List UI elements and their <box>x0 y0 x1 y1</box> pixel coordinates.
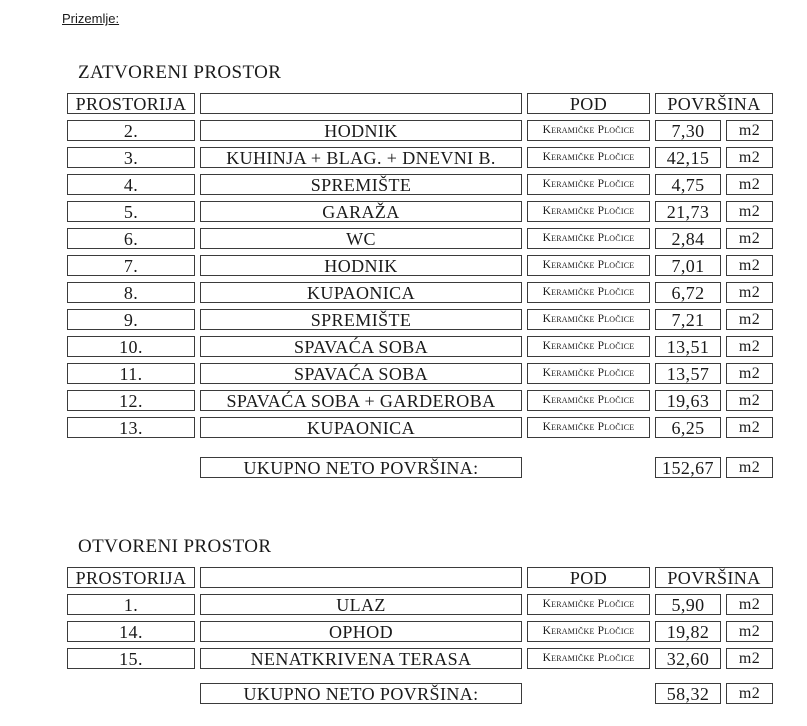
room-number-cell: 8. <box>67 282 195 303</box>
room-name-cell: SPAVAĆA SOBA <box>200 363 522 384</box>
room-number-cell: 9. <box>67 309 195 330</box>
area-unit-cell: m2 <box>726 201 773 222</box>
area-value-cell: 13,57 <box>655 363 721 384</box>
room-number-cell: 6. <box>67 228 195 249</box>
floor-type-cell: Keramičke Pločice <box>527 594 650 615</box>
area-unit-cell: m2 <box>726 228 773 249</box>
table-otvoreni-prostor: PROSTORIJA POD POVRŠINA 1. ULAZ Keramičke Plo… <box>67 567 773 669</box>
header-cell-prostorija: PROSTORIJA <box>67 93 195 114</box>
header-cell-name <box>200 93 522 114</box>
room-name-cell: SPAVAĆA SOBA <box>200 336 522 357</box>
total-row-otvoreni-prostor: UKUPNO NETO POVRŠINA: 58,32 m2 <box>67 683 773 704</box>
room-number-cell: 7. <box>67 255 195 276</box>
total-row-zatvoreni-prostor: UKUPNO NETO POVRŠINA: 152,67 m2 <box>67 457 773 478</box>
area-value-cell: 2,84 <box>655 228 721 249</box>
floor-type-cell: Keramičke Pločice <box>527 309 650 330</box>
floor-type-cell: Keramičke Pločice <box>527 390 650 411</box>
floor-type-cell: Keramičke Pločice <box>527 417 650 438</box>
floor-type-cell: Keramičke Pločice <box>527 228 650 249</box>
header-cell-povrsina: POVRŠINA <box>655 567 773 588</box>
room-name-cell: KUHINJA + BLAG. + DNEVNI B. <box>200 147 522 168</box>
header-cell-pod: POD <box>527 93 650 114</box>
total-unit-cell: m2 <box>726 683 773 704</box>
area-value-cell: 6,72 <box>655 282 721 303</box>
floor-type-cell: Keramičke Pločice <box>527 363 650 384</box>
room-number-cell: 5. <box>67 201 195 222</box>
page-title: Prizemlje: <box>62 11 120 26</box>
area-unit-cell: m2 <box>726 594 773 615</box>
floor-type-cell: Keramičke Pločice <box>527 282 650 303</box>
header-cell-pod: POD <box>527 567 650 588</box>
floor-type-cell: Keramičke Pločice <box>527 255 650 276</box>
area-value-cell: 4,75 <box>655 174 721 195</box>
area-unit-cell: m2 <box>726 174 773 195</box>
area-unit-cell: m2 <box>726 363 773 384</box>
total-value-cell: 152,67 <box>655 457 721 478</box>
floor-type-cell: Keramičke Pločice <box>527 648 650 669</box>
room-number-cell: 10. <box>67 336 195 357</box>
room-number-cell: 12. <box>67 390 195 411</box>
floor-type-cell: Keramičke Pločice <box>527 174 650 195</box>
room-number-cell: 1. <box>67 594 195 615</box>
room-name-cell: SPREMIŠTE <box>200 309 522 330</box>
area-value-cell: 13,51 <box>655 336 721 357</box>
room-name-cell: NENATKRIVENA TERASA <box>200 648 522 669</box>
header-cell-povrsina: POVRŠINA <box>655 93 773 114</box>
area-value-cell: 19,82 <box>655 621 721 642</box>
area-unit-cell: m2 <box>726 390 773 411</box>
header-cell-prostorija: PROSTORIJA <box>67 567 195 588</box>
area-unit-cell: m2 <box>726 336 773 357</box>
area-value-cell: 42,15 <box>655 147 721 168</box>
room-name-cell: KUPAONICA <box>200 417 522 438</box>
room-number-cell: 2. <box>67 120 195 141</box>
area-unit-cell: m2 <box>726 309 773 330</box>
room-number-cell: 15. <box>67 648 195 669</box>
room-number-cell: 4. <box>67 174 195 195</box>
area-unit-cell: m2 <box>726 621 773 642</box>
area-unit-cell: m2 <box>726 147 773 168</box>
room-name-cell: HODNIK <box>200 120 522 141</box>
room-name-cell: KUPAONICA <box>200 282 522 303</box>
table-zatvoreni-prostor: PROSTORIJA POD POVRŠINA 2. HODNIK Keramičke P… <box>67 93 773 438</box>
room-name-cell: HODNIK <box>200 255 522 276</box>
room-number-cell: 3. <box>67 147 195 168</box>
total-value-cell: 58,32 <box>655 683 721 704</box>
area-value-cell: 7,01 <box>655 255 721 276</box>
room-number-cell: 14. <box>67 621 195 642</box>
room-name-cell: OPHOD <box>200 621 522 642</box>
room-name-cell: SPAVAĆA SOBA + GARDEROBA <box>200 390 522 411</box>
room-name-cell: GARAŽA <box>200 201 522 222</box>
area-value-cell: 5,90 <box>655 594 721 615</box>
area-value-cell: 21,73 <box>655 201 721 222</box>
area-value-cell: 6,25 <box>655 417 721 438</box>
total-label-cell: UKUPNO NETO POVRŠINA: <box>200 457 522 478</box>
total-unit-cell: m2 <box>726 457 773 478</box>
floor-type-cell: Keramičke Pločice <box>527 336 650 357</box>
section-heading-zatvoreni-prostor: ZATVORENI PROSTOR <box>78 62 282 83</box>
area-unit-cell: m2 <box>726 417 773 438</box>
area-value-cell: 7,30 <box>655 120 721 141</box>
area-unit-cell: m2 <box>726 120 773 141</box>
floor-type-cell: Keramičke Pločice <box>527 621 650 642</box>
floor-type-cell: Keramičke Pločice <box>527 201 650 222</box>
room-name-cell: SPREMIŠTE <box>200 174 522 195</box>
room-name-cell: WC <box>200 228 522 249</box>
area-value-cell: 32,60 <box>655 648 721 669</box>
room-number-cell: 13. <box>67 417 195 438</box>
floor-type-cell: Keramičke Pločice <box>527 120 650 141</box>
area-value-cell: 19,63 <box>655 390 721 411</box>
floor-type-cell: Keramičke Pločice <box>527 147 650 168</box>
section-heading-otvoreni-prostor: OTVORENI PROSTOR <box>78 536 272 557</box>
header-cell-name <box>200 567 522 588</box>
room-number-cell: 11. <box>67 363 195 384</box>
room-name-cell: ULAZ <box>200 594 522 615</box>
area-value-cell: 7,21 <box>655 309 721 330</box>
area-unit-cell: m2 <box>726 282 773 303</box>
area-unit-cell: m2 <box>726 648 773 669</box>
area-unit-cell: m2 <box>726 255 773 276</box>
total-label-cell: UKUPNO NETO POVRŠINA: <box>200 683 522 704</box>
